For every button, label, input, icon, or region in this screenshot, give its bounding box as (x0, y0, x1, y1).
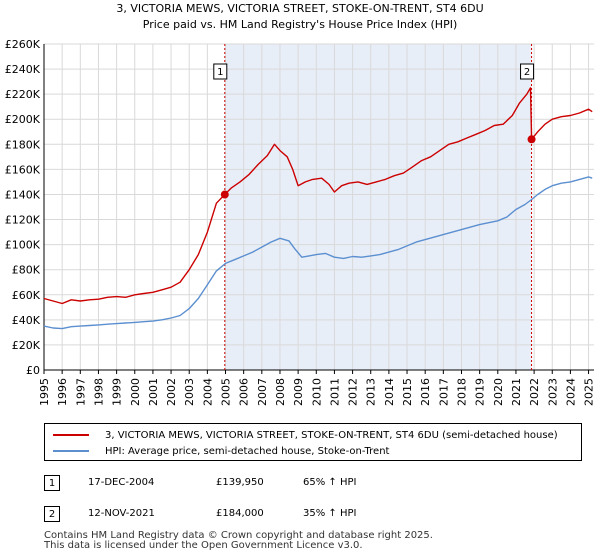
x-tick-label: 2010 (310, 378, 323, 406)
x-tick-label: 2014 (383, 378, 396, 406)
y-tick-label: £120K (5, 214, 41, 227)
y-tick-label: £40K (12, 314, 41, 327)
x-tick-label: 2017 (437, 378, 450, 406)
x-tick-label: 2019 (474, 378, 487, 406)
transaction-hpi-change: 65% ↑ HPI (303, 477, 357, 488)
y-tick-label: £160K (5, 163, 41, 176)
transaction-date: 17-DEC-2004 (88, 477, 155, 488)
x-tick-label: 2020 (492, 378, 505, 406)
footer-line-copyright: Contains HM Land Registry data © Crown c… (44, 530, 433, 541)
x-tick-label: 1995 (38, 378, 51, 406)
transaction-date: 12-NOV-2021 (88, 508, 155, 519)
x-tick-label: 2024 (564, 378, 577, 406)
x-tick-label: 2002 (165, 378, 178, 406)
y-tick-label: £0 (26, 364, 40, 377)
sale-number-box (213, 63, 228, 80)
ownership-period-shade (224, 44, 532, 370)
sale-point (527, 135, 536, 144)
x-tick-label: 2003 (183, 378, 196, 406)
x-tick-label: 2009 (292, 378, 305, 406)
transaction-hpi-change: 35% ↑ HPI (303, 508, 357, 519)
footer-attribution: Contains HM Land Registry data © Crown c… (44, 531, 433, 551)
chart-subtitle: Price paid vs. HM Land Registry's House … (143, 18, 458, 31)
x-tick-label: 2005 (220, 378, 233, 406)
legend-hpi-label: HPI: Average price, semi-detached house,… (105, 445, 390, 457)
x-tick-label: 2015 (401, 378, 414, 406)
hpi-line (43, 176, 593, 330)
y-tick-label: £60K (12, 289, 41, 302)
x-tick-label: 2004 (201, 378, 214, 406)
x-tick-label: 2011 (328, 378, 341, 406)
y-tick-label: £240K (5, 63, 41, 76)
x-tick-label: 2021 (510, 378, 523, 406)
x-tick-label: 2008 (274, 378, 287, 406)
x-tick-label: 2006 (238, 378, 251, 406)
transaction-price: £184,000 (216, 508, 264, 519)
sale-number-label: 2 (524, 67, 530, 78)
x-tick-label: 2022 (528, 378, 541, 406)
x-tick-label: 1996 (56, 378, 69, 406)
y-tick-label: £80K (12, 264, 41, 277)
x-tick-label: 1998 (92, 378, 105, 406)
x-tick-label: 1999 (111, 378, 124, 406)
price-chart: 3, VICTORIA MEWS, VICTORIA STREET, STOKE… (5, 2, 596, 406)
property-price-line (43, 87, 593, 305)
x-tick-label: 2000 (129, 378, 142, 406)
sale-point (220, 190, 229, 199)
legend-item-property: 3, VICTORIA MEWS, VICTORIA STREET, STOKE… (53, 427, 558, 443)
y-tick-label: £260K (5, 38, 41, 51)
legend-hpi-swatch (53, 450, 89, 452)
transaction-number-badge: 1 (44, 475, 60, 491)
x-tick-label: 2013 (365, 378, 378, 406)
x-tick-label: 2025 (583, 378, 596, 406)
sale-number-box (520, 63, 535, 80)
y-tick-label: £180K (5, 138, 41, 151)
transaction-number-badge: 2 (44, 506, 60, 522)
chart-title: 3, VICTORIA MEWS, VICTORIA STREET, STOKE… (116, 2, 483, 15)
x-tick-label: 2007 (256, 378, 269, 406)
x-tick-label: 2012 (347, 378, 360, 406)
y-tick-label: £220K (5, 88, 41, 101)
y-tick-label: £20K (12, 339, 41, 352)
x-tick-label: 2001 (147, 378, 160, 406)
x-tick-label: 1997 (74, 378, 87, 406)
legend-property-label: 3, VICTORIA MEWS, VICTORIA STREET, STOKE… (105, 429, 558, 441)
sale-number-label: 1 (217, 67, 223, 78)
y-tick-label: £140K (5, 188, 41, 201)
transaction-price: £139,950 (216, 477, 264, 488)
y-tick-label: £100K (5, 239, 41, 252)
x-tick-label: 2023 (546, 378, 559, 406)
y-tick-label: £200K (5, 113, 41, 126)
legend-property-swatch (53, 434, 89, 436)
legend-item-hpi: HPI: Average price, semi-detached house,… (53, 443, 389, 459)
x-tick-label: 2016 (419, 378, 432, 406)
x-tick-label: 2018 (455, 378, 468, 406)
footer-line-licence: This data is licensed under the Open Gov… (44, 540, 363, 551)
chart-legend: 3, VICTORIA MEWS, VICTORIA STREET, STOKE… (44, 423, 582, 461)
